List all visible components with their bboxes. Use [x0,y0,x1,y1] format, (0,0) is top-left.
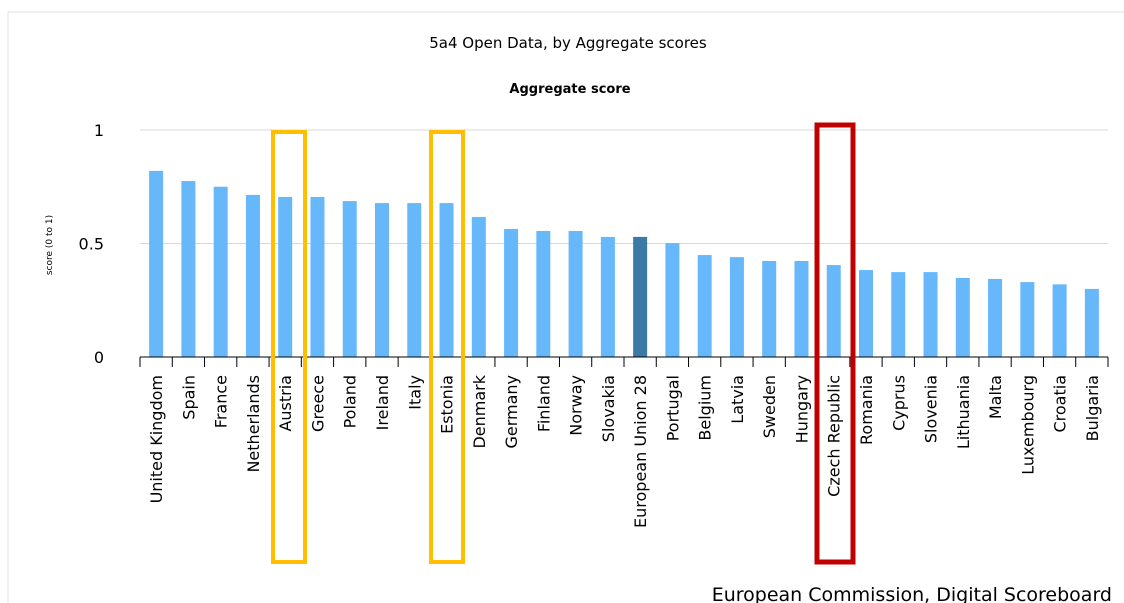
x-tick-label: Spain [179,375,198,420]
bar [213,186,228,357]
x-tick-label: Finland [534,375,553,432]
bar [697,255,712,357]
x-tick-label: Czech Republic [825,375,844,497]
x-tick-label: Germany [502,375,521,449]
bar [923,272,938,357]
x-tick-label: Luxembourg [1018,375,1037,475]
bar [471,216,486,357]
x-tick-label: Romania [857,375,876,445]
bar [665,243,680,357]
x-tick-label: Estonia [438,375,457,434]
highlight-box [814,122,856,565]
highlight-box [429,130,465,564]
bar [794,260,809,357]
bar [342,201,357,357]
bar [891,272,906,357]
frame [7,11,1124,603]
x-tick-label: Hungary [792,375,811,443]
bar [375,203,389,357]
y-tick-label: 1 [94,121,104,140]
bar [536,231,551,357]
chart-title: 5a4 Open Data, by Aggregate scores [429,34,707,52]
bar [1020,282,1035,357]
x-tick-label: European Union 28 [631,375,650,528]
x-tick-label: France [212,375,231,428]
chart-subtitle: Aggregate score [509,82,630,97]
x-tick-label: Denmark [470,374,489,448]
bar [181,181,196,357]
bar [1084,288,1099,357]
bar [245,194,260,357]
bar [407,203,422,357]
x-tick-label: Portugal [663,375,682,441]
x-tick-label: Belgium [696,375,715,441]
x-tick-label: Greece [308,375,327,432]
bar [600,236,615,357]
x-tick-label: Norway [567,375,586,436]
bar [633,236,648,357]
bar [1052,284,1067,357]
x-tick-label: Slovenia [922,375,941,443]
bar [729,257,744,357]
bar [859,270,873,357]
bar [762,260,777,357]
x-tick-label: Lithuania [954,375,973,449]
x-tick-label: Bulgaria [1083,375,1102,441]
bar [310,196,325,357]
highlight-box [271,130,307,564]
x-tick-label: Croatia [1051,375,1070,433]
bar [149,170,164,357]
bar [826,265,841,357]
bar [955,278,970,357]
x-tick-label: United Kingdom [147,375,166,503]
y-tick-label: 0 [94,348,104,367]
x-tick-label: Poland [341,375,360,428]
x-tick-label: Latvia [728,375,747,424]
x-tick-label: Slovakia [599,375,618,442]
bar [504,228,519,357]
x-tick-label: Italy [405,375,424,410]
bar [988,278,1003,357]
y-tick-label: 0.5 [79,235,104,254]
x-tick-label: Malta [986,375,1005,419]
x-tick-label: Austria [276,375,295,432]
bar [568,231,583,357]
x-tick-label: Ireland [373,375,392,430]
x-tick-label: Cyprus [889,375,908,431]
bar [439,203,454,357]
bar [278,196,293,357]
x-tick-label: Sweden [760,375,779,438]
y-axis-title: score (0 to 1) [45,215,55,275]
x-tick-label: Netherlands [244,375,263,473]
source: European Commission, Digital Scoreboard [712,584,1112,603]
